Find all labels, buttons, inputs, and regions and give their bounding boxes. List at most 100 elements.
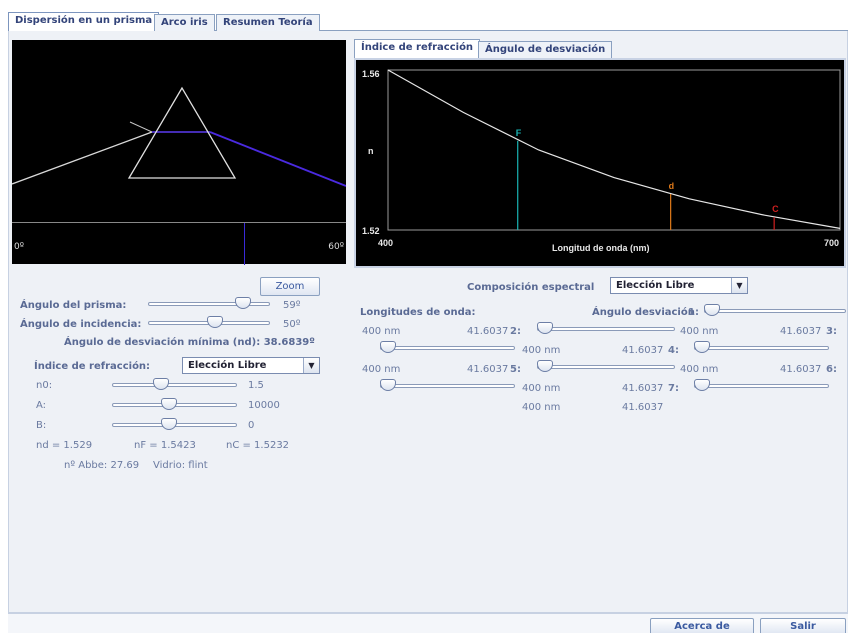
deviation-value-5: 41.6037 [780,364,822,375]
spectral-select-value: Elección Libre [616,280,695,291]
wavelength-slider-4[interactable] [694,341,829,355]
refraction-index-select[interactable]: Elección Libre ▼ [182,357,320,374]
plot-frame [387,69,841,231]
prism-angle-slider[interactable] [148,297,270,311]
y-bottom-label: 1.52 [362,226,380,236]
x-right-label: 700 [824,238,839,248]
tab-resumen[interactable]: Resumen Teoría [216,14,320,31]
deviation-label: Ángulo desviación [592,307,695,318]
marker-c-label: C [772,204,779,214]
prism-triangle [127,86,237,179]
n0-thumb[interactable] [153,378,169,390]
spectral-composition-label: Composición espectral [467,282,595,293]
tab-angulo-desviacion[interactable]: Ángulo de desviación [478,41,613,58]
refraction-index-label: Índice de refracción: [34,361,151,372]
a-slider[interactable] [112,398,237,412]
tab-indice-refraccion[interactable]: Índice de refracción [354,39,481,58]
incidence-slider[interactable] [148,316,270,330]
scale-left-label: 0º [14,242,24,252]
dispersion-curve [387,69,841,229]
marker-d-label: d [669,181,675,191]
prism-drawing [11,86,347,187]
wavelength-value-1: 400 nm [362,326,401,337]
nf-text: nF = 1.5423 [134,440,196,451]
x-left-label: 400 [378,238,393,248]
wavelength-slider-1[interactable] [704,304,846,318]
incident-ray [11,131,153,185]
deviation-value-3: 41.6037 [622,345,664,356]
wavelength-thumb-4[interactable] [694,341,710,353]
exit-button[interactable]: Salir [760,618,846,633]
bottom-bar [8,613,848,633]
y-top-label: 1.56 [362,69,380,79]
nd-text: nd = 1.529 [36,440,93,451]
refraction-index-select-value: Elección Libre [188,360,267,371]
wavelength-index-3: 3: [826,326,837,337]
wavelength-thumb-2[interactable] [537,322,553,334]
wavelength-slider-7[interactable] [694,379,829,393]
x-axis-label: Longitud de onda (nm) [552,243,649,253]
wavelength-slider-3[interactable] [380,341,515,355]
zoom-button[interactable]: Zoom [260,277,320,296]
wavelength-index-5: 5: [510,364,521,375]
min-deviation-text: Ángulo de desviación mínima (nd): 38.683… [64,337,315,348]
a-value: 10000 [248,400,280,411]
wavelength-thumb-6[interactable] [380,379,396,391]
normal-line [129,121,153,133]
wavelength-value-7: 400 nm [522,402,561,413]
refraction-chart: F d C 1.56 1.52 n 400 700 Longitud de on… [354,58,846,268]
wavelength-index-7: 7: [668,383,679,394]
deviation-value-1: 41.6037 [467,326,509,337]
wavelength-thumb-3[interactable] [380,341,396,353]
deviation-value-7: 41.6037 [622,402,664,413]
wavelength-value-4: 400 nm [362,364,401,375]
incidence-thumb[interactable] [207,316,223,328]
prism-angle-thumb[interactable] [235,297,251,309]
chart-svg: F d C 1.56 1.52 n 400 700 Longitud de on… [362,69,841,253]
deviation-value-6: 41.6037 [622,383,664,394]
chart-tabbar: Índice de refracción Ángulo de desviació… [354,39,846,58]
wavelength-slider-5[interactable] [537,360,675,374]
n0-value: 1.5 [248,380,264,391]
tab-dispersion[interactable]: Dispersión en un prisma [8,12,160,32]
wavelength-index-6: 6: [826,364,837,375]
wavelength-index-4: 4: [668,345,679,356]
n0-label: n0: [36,380,53,391]
wavelength-index-2: 2: [510,326,521,337]
n0-slider[interactable] [112,378,237,392]
prism-angle-value: 59º [283,300,301,311]
wavelength-value-2: 400 nm [680,326,719,337]
spectral-composition-select[interactable]: Elección Libre ▼ [610,277,748,294]
emergent-ray [209,131,347,187]
wavelength-value-3: 400 nm [522,345,561,356]
tab-arco-iris[interactable]: Arco iris [154,14,215,31]
incidence-value: 50º [283,319,301,330]
a-label: A: [36,400,47,411]
wavelength-thumb-5[interactable] [537,360,553,372]
glass-text: Vidrio: flint [153,460,208,471]
wavelength-thumb-1[interactable] [704,304,720,316]
b-slider[interactable] [112,418,237,432]
deviation-value-2: 41.6037 [780,326,822,337]
incidence-label: Ángulo de incidencia: [20,319,142,330]
wavelength-value-6: 400 nm [522,383,561,394]
scale-right-label: 60º [328,242,344,252]
chevron-down-icon[interactable]: ▼ [731,278,747,293]
wavelength-slider-6[interactable] [380,379,515,393]
marker-f-label: F [516,128,522,138]
angle-scale: 0º 60º [12,222,346,265]
scale-marker [244,223,245,265]
chevron-down-icon[interactable]: ▼ [303,358,319,373]
wavelength-index-1: 1: [688,307,699,318]
wavelength-slider-2[interactable] [537,322,675,336]
abbe-text: nº Abbe: 27.69 [64,460,140,471]
prism-angle-label: Ángulo del prisma: [20,300,127,311]
about-button[interactable]: Acerca de [650,618,754,633]
wavelength-value-5: 400 nm [680,364,719,375]
wavelength-thumb-7[interactable] [694,379,710,391]
nc-text: nC = 1.5232 [226,440,290,451]
a-thumb[interactable] [161,398,177,410]
main-tabbar: Dispersión en un prisma Arco iris Resume… [8,12,848,32]
b-thumb[interactable] [161,418,177,430]
